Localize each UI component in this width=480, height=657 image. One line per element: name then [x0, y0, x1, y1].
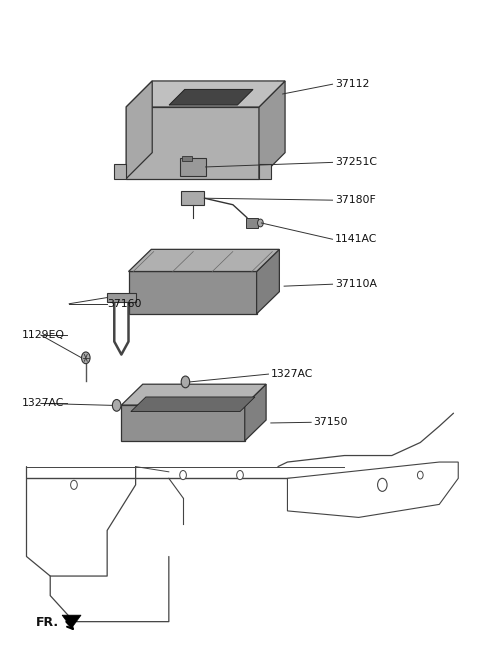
Text: 37251C: 37251C	[335, 158, 377, 168]
Circle shape	[237, 470, 243, 480]
Polygon shape	[126, 152, 278, 179]
Text: 1129EQ: 1129EQ	[22, 330, 65, 340]
Circle shape	[112, 399, 121, 411]
Polygon shape	[129, 271, 257, 314]
Text: 37150: 37150	[313, 417, 348, 427]
Polygon shape	[259, 81, 285, 179]
Polygon shape	[131, 397, 255, 411]
Polygon shape	[121, 384, 266, 405]
Polygon shape	[62, 615, 81, 628]
Circle shape	[258, 219, 263, 227]
Bar	[107, 292, 136, 302]
Text: 37110A: 37110A	[335, 279, 377, 289]
Circle shape	[418, 471, 423, 479]
Bar	[182, 156, 192, 161]
Polygon shape	[288, 462, 458, 518]
Polygon shape	[257, 250, 279, 314]
Text: 1141AC: 1141AC	[335, 235, 377, 244]
Polygon shape	[126, 81, 285, 107]
Polygon shape	[114, 164, 126, 179]
Polygon shape	[169, 89, 253, 105]
Text: FR.: FR.	[36, 616, 59, 629]
Polygon shape	[245, 384, 266, 441]
Polygon shape	[126, 81, 152, 179]
Text: 37160: 37160	[107, 299, 142, 309]
Bar	[180, 191, 204, 206]
Circle shape	[181, 376, 190, 388]
Polygon shape	[126, 107, 259, 179]
Circle shape	[82, 352, 90, 364]
Circle shape	[378, 478, 387, 491]
Polygon shape	[129, 250, 279, 271]
Text: 37180F: 37180F	[335, 195, 376, 205]
Text: 37112: 37112	[335, 79, 369, 89]
Circle shape	[71, 480, 77, 489]
Polygon shape	[259, 81, 278, 179]
Bar	[180, 158, 205, 176]
Polygon shape	[121, 405, 245, 441]
Text: 1327AC: 1327AC	[22, 398, 64, 409]
Text: 1327AC: 1327AC	[271, 369, 313, 379]
Bar	[246, 217, 258, 228]
Polygon shape	[259, 164, 271, 179]
Circle shape	[180, 470, 186, 480]
